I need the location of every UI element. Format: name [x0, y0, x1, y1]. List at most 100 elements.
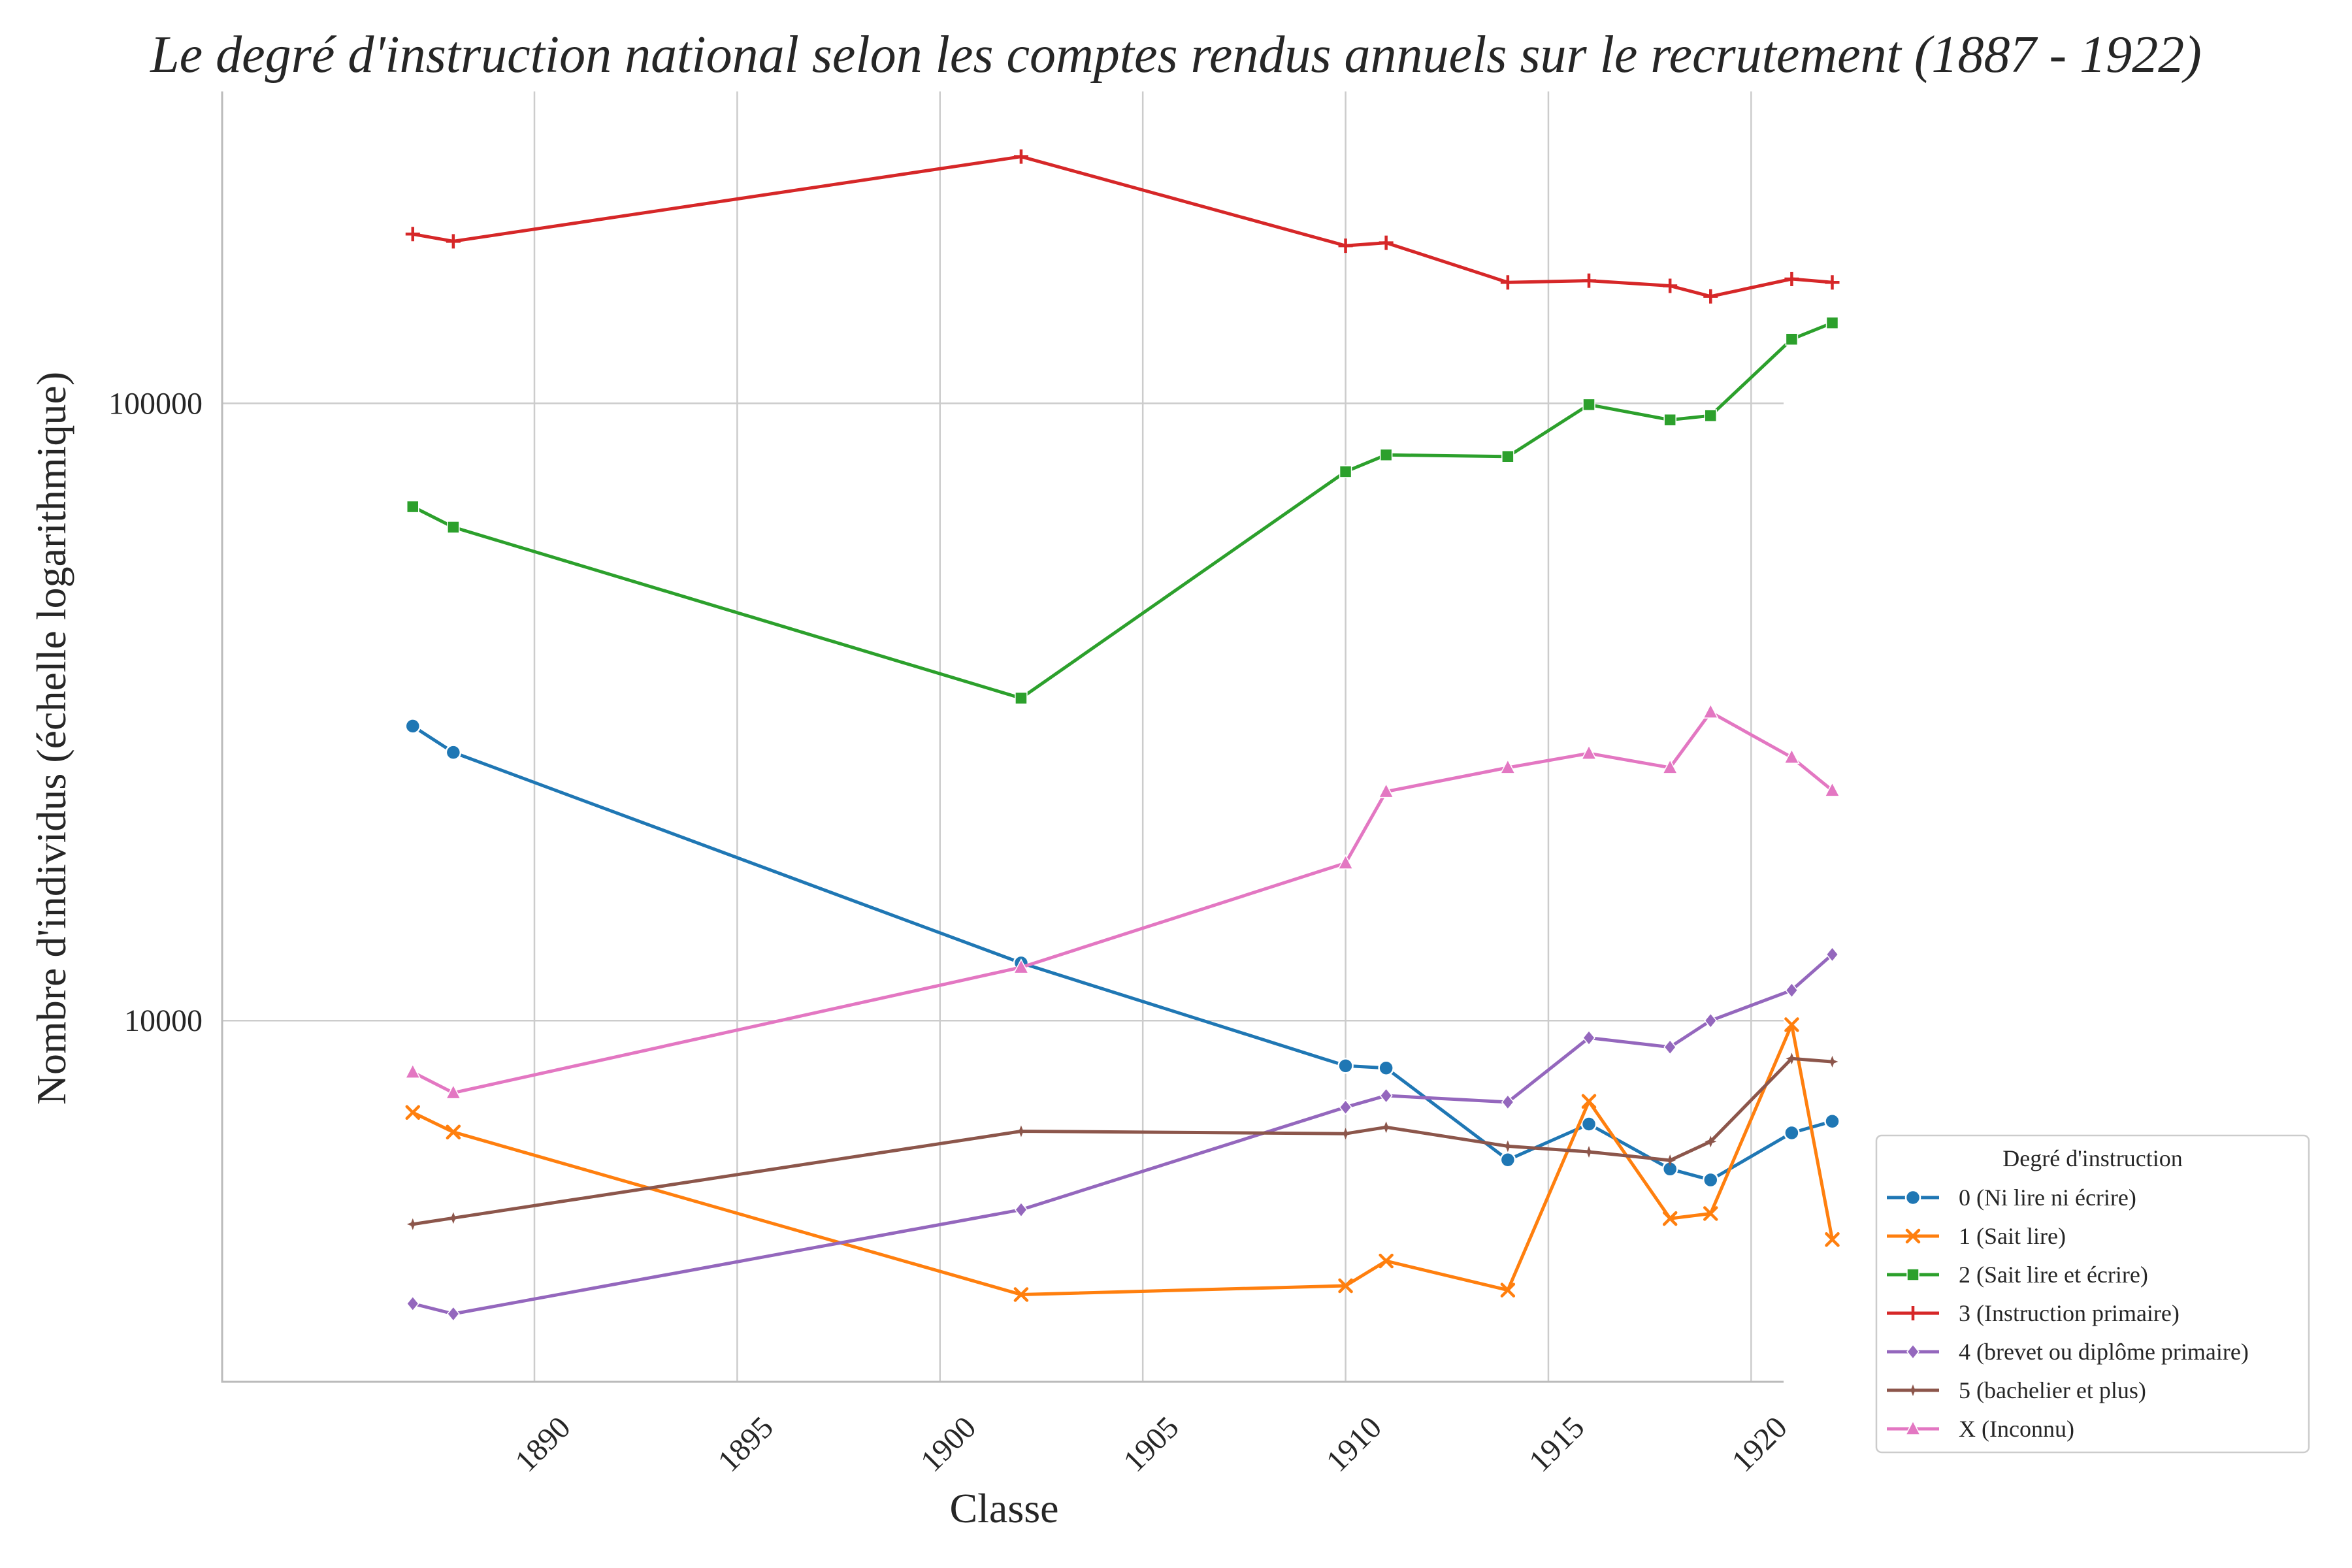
axes-frame [221, 91, 1784, 1383]
y-axis-ticks: 10000 100000 [108, 386, 203, 1038]
legend: Degré d'instruction 0 (Ni lire ni écrire… [1875, 1134, 2310, 1454]
legend-label: 0 (Ni lire ni écrire) [1959, 1184, 2136, 1211]
x-axis-label: Classe [949, 1485, 1058, 1531]
data-point-4-brevet-ou-diplome-primaire-1887 [406, 1296, 419, 1312]
data-point-0-ni-lire-ni-ecrire-1922 [1824, 1113, 1840, 1130]
grid [222, 91, 1784, 1382]
data-point-1-sait-lire-1911 [1379, 1253, 1394, 1269]
x-axis-ticks: 1890 1895 1900 1905 1910 1915 1920 [508, 1410, 1794, 1478]
series-0-ni-lire-ni-ecrire [404, 718, 1840, 1188]
data-point-3-instruction-primaire-1911 [1379, 235, 1394, 250]
data-point-5-bachelier-et-plus-1919 [1705, 1135, 1717, 1148]
series-line-0-ni-lire-ni-ecrire [412, 725, 1833, 1182]
data-point-5-bachelier-et-plus-1888 [447, 1212, 459, 1224]
data-point-0-ni-lire-ni-ecrire-1887 [404, 718, 421, 734]
data-point-4-brevet-ou-diplome-primaire-1921 [1785, 982, 1799, 998]
data-point-2-sait-lire-et-ecrire-1910 [1339, 465, 1352, 478]
data-point-4-brevet-ou-diplome-primaire-1919 [1704, 1013, 1718, 1029]
series-x-inconnu [404, 703, 1840, 1100]
data-point-5-bachelier-et-plus-1918 [1664, 1154, 1676, 1166]
legend-marker-3-instruction-primaire [1906, 1306, 1920, 1320]
legend-marker-2-sait-lire-et-ecrire [1906, 1268, 1919, 1281]
data-point-3-instruction-primaire-1887 [405, 227, 420, 242]
series-3-instruction-primaire [405, 149, 1840, 304]
data-point-x-inconnu-1918 [1661, 759, 1678, 774]
data-point-1-sait-lire-1888 [446, 1124, 461, 1139]
x-tick-label-1895: 1895 [711, 1410, 780, 1478]
series-5-bachelier-et-plus [406, 1053, 1838, 1230]
legend-marker-1-sait-lire [1905, 1228, 1921, 1244]
data-point-0-ni-lire-ni-ecrire-1921 [1784, 1124, 1800, 1141]
legend-marker-5-bachelier-et-plus [1907, 1384, 1919, 1396]
data-point-0-ni-lire-ni-ecrire-1916 [1580, 1116, 1597, 1132]
data-point-2-sait-lire-et-ecrire-1914 [1501, 450, 1514, 463]
legend-item-5-bachelier-et-plus: 5 (bachelier et plus) [1887, 1377, 2146, 1403]
series-group [404, 149, 1840, 1322]
legend-label: 1 (Sait lire) [1959, 1223, 2066, 1249]
series-2-sait-lire-et-ecrire [406, 316, 1839, 705]
axes-spines [221, 91, 1784, 1383]
data-point-2-sait-lire-et-ecrire-1919 [1704, 409, 1718, 422]
data-point-4-brevet-ou-diplome-primaire-1910 [1339, 1099, 1352, 1115]
data-point-x-inconnu-1916 [1580, 744, 1597, 760]
data-point-1-sait-lire-1916 [1581, 1094, 1597, 1109]
data-point-1-sait-lire-1887 [405, 1105, 421, 1120]
legend-items: 0 (Ni lire ni écrire) 1 (Sait lire) 2 (Sai… [1887, 1184, 2249, 1442]
data-point-x-inconnu-1910 [1337, 854, 1354, 870]
x-tick-label-1900: 1900 [914, 1410, 983, 1478]
data-point-4-brevet-ou-diplome-primaire-1922 [1825, 946, 1839, 963]
legend-item-4-brevet-ou-diplome-primaire: 4 (brevet ou diplôme primaire) [1887, 1339, 2249, 1365]
legend-label: X (Inconnu) [1959, 1416, 2074, 1442]
legend-item-1-sait-lire: 1 (Sait lire) [1887, 1223, 2066, 1249]
data-point-2-sait-lire-et-ecrire-1887 [406, 500, 419, 514]
data-point-x-inconnu-1921 [1784, 748, 1800, 764]
x-tick-label-1915: 1915 [1522, 1410, 1591, 1478]
data-point-5-bachelier-et-plus-1922 [1826, 1056, 1838, 1068]
data-point-2-sait-lire-et-ecrire-1888 [447, 521, 460, 534]
x-tick-label-1890: 1890 [508, 1410, 577, 1478]
legend-item-x-inconnu: X (Inconnu) [1887, 1416, 2074, 1442]
data-point-5-bachelier-et-plus-1887 [406, 1218, 419, 1230]
data-point-1-sait-lire-1910 [1338, 1278, 1353, 1294]
series-line-1-sait-lire [412, 1022, 1834, 1296]
legend-label: 3 (Instruction primaire) [1959, 1300, 2180, 1326]
data-point-4-brevet-ou-diplome-primaire-1911 [1379, 1087, 1393, 1104]
data-point-3-instruction-primaire-1916 [1582, 273, 1597, 288]
y-tick-label-100000: 100000 [108, 386, 203, 421]
data-point-1-sait-lire-1914 [1500, 1282, 1516, 1298]
data-point-2-sait-lire-et-ecrire-1921 [1785, 333, 1799, 346]
data-point-3-instruction-primaire-1902 [1013, 149, 1028, 164]
data-point-1-sait-lire-1919 [1703, 1206, 1718, 1221]
data-point-5-bachelier-et-plus-1916 [1583, 1146, 1595, 1158]
data-point-1-sait-lire-1902 [1013, 1287, 1029, 1302]
data-point-4-brevet-ou-diplome-primaire-1916 [1582, 1030, 1595, 1046]
series-line-x-inconnu [412, 710, 1834, 1095]
data-point-3-instruction-primaire-1922 [1825, 275, 1840, 290]
data-point-x-inconnu-1914 [1499, 759, 1516, 774]
data-point-4-brevet-ou-diplome-primaire-1918 [1663, 1039, 1677, 1055]
data-point-1-sait-lire-1918 [1662, 1211, 1678, 1226]
data-point-2-sait-lire-et-ecrire-1922 [1825, 316, 1839, 329]
data-point-4-brevet-ou-diplome-primaire-1902 [1014, 1201, 1028, 1218]
y-tick-label-10000: 10000 [124, 1004, 203, 1038]
series-1-sait-lire [405, 1017, 1840, 1302]
data-point-3-instruction-primaire-1910 [1338, 238, 1353, 253]
legend-item-2-sait-lire-et-ecrire: 2 (Sait lire et écrire) [1887, 1262, 2148, 1288]
data-point-5-bachelier-et-plus-1921 [1786, 1053, 1798, 1065]
data-point-x-inconnu-1887 [404, 1063, 421, 1079]
data-point-2-sait-lire-et-ecrire-1918 [1663, 413, 1676, 427]
data-point-x-inconnu-1911 [1378, 782, 1394, 798]
data-point-3-instruction-primaire-1919 [1703, 289, 1718, 304]
legend-title: Degré d'instruction [2002, 1145, 2182, 1171]
data-point-4-brevet-ou-diplome-primaire-1888 [446, 1305, 460, 1322]
data-point-3-instruction-primaire-1921 [1784, 272, 1799, 287]
data-point-x-inconnu-1902 [1013, 958, 1030, 974]
data-point-3-instruction-primaire-1918 [1663, 278, 1678, 293]
data-point-3-instruction-primaire-1914 [1500, 275, 1515, 290]
x-tick-label-1910: 1910 [1320, 1410, 1388, 1478]
data-point-2-sait-lire-et-ecrire-1902 [1015, 691, 1028, 705]
data-point-5-bachelier-et-plus-1914 [1501, 1140, 1514, 1152]
data-point-2-sait-lire-et-ecrire-1911 [1379, 448, 1393, 462]
series-line-2-sait-lire-et-ecrire [412, 321, 1833, 700]
legend-item-3-instruction-primaire: 3 (Instruction primaire) [1887, 1300, 2180, 1326]
